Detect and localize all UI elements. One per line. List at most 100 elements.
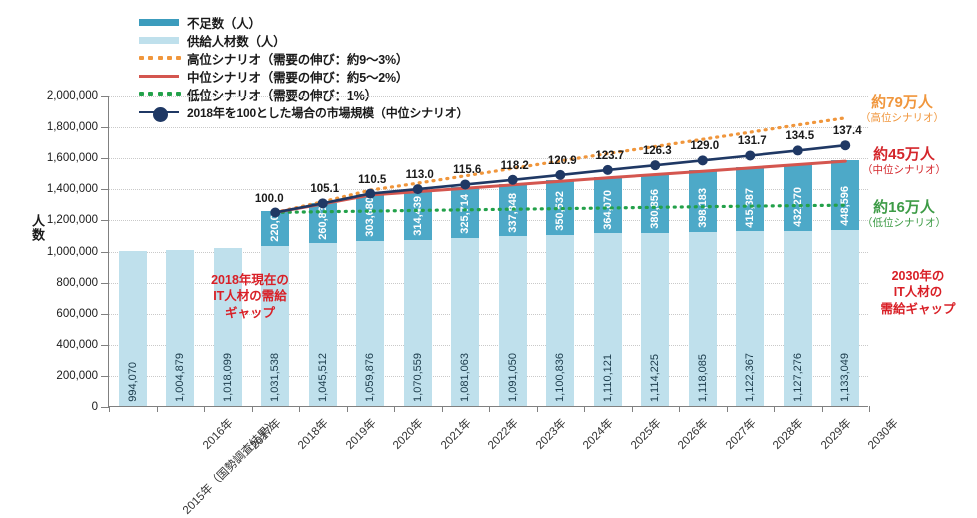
bar-group[interactable]: 1,070,559 314,439	[403, 95, 432, 406]
bar-group[interactable]: 1,081,063 325,714	[451, 95, 480, 406]
callout-mid-value: 約45万人	[873, 146, 935, 163]
market-index-label: 113.0	[405, 169, 434, 182]
bar-segment-supply[interactable]: 1,133,049	[831, 229, 860, 406]
chart-legend: 不足数（人） 供給人材数（人） 高位シナリオ（需要の伸び：約9～3%） 中位シナ…	[137, 14, 469, 122]
bar-group[interactable]: 1,031,538 220,000	[261, 95, 290, 406]
bar-group[interactable]: 1,100,836 350,532	[546, 95, 575, 406]
bar-segment-supply[interactable]: 1,070,559	[403, 239, 432, 406]
bar-segment-supply[interactable]: 1,114,225	[641, 232, 670, 406]
x-axis-tick	[774, 406, 775, 412]
y-axis-label: 1,200,000	[46, 214, 98, 227]
bar-segment-shortage[interactable]: 364,070	[593, 176, 622, 234]
x-axis-tick	[679, 406, 680, 412]
bar-segment-supply[interactable]: 1,118,085	[688, 232, 717, 406]
bar-label-supply: 1,070,559	[411, 353, 424, 402]
callout-mid-scenario: 約45万人 （中位シナリオ）	[862, 146, 946, 177]
x-axis-tick	[204, 406, 205, 412]
bar-segment-supply[interactable]: 1,081,063	[451, 237, 480, 406]
bar-segment-shortage[interactable]: 325,714	[451, 187, 480, 238]
bar-segment-supply[interactable]: 1,127,276	[783, 230, 812, 406]
legend-item-shortage: 不足数（人）	[137, 14, 437, 31]
bar-label-shortage: 432,270	[791, 186, 804, 227]
y-axis-tick	[101, 251, 109, 253]
bar-label-shortage: 350,532	[554, 191, 567, 231]
bar-segment-shortage[interactable]: 314,439	[403, 190, 432, 240]
x-axis-label: 2025年	[628, 417, 664, 452]
market-index-label: 137.4	[832, 125, 862, 138]
gridline	[109, 282, 868, 284]
x-axis-label: 2030年	[866, 417, 901, 452]
x-axis-tick	[251, 406, 253, 412]
callout-low-sub: （低位シナリオ）	[862, 217, 946, 230]
market-index-label: 110.5	[358, 173, 387, 186]
bar-segment-shortage[interactable]: 337,848	[498, 183, 527, 237]
legend-label-low-scenario: 低位シナリオ（需要の伸び：1%）	[187, 88, 377, 103]
bar-label-shortage: 398,183	[696, 188, 709, 229]
annotation-line: 2030年の	[891, 269, 945, 283]
gridline	[109, 375, 868, 377]
bar-group[interactable]: 1,018,099	[213, 95, 242, 406]
legend-item-mid-scenario: 中位シナリオ（需要の伸び：約5～2%）	[137, 68, 437, 85]
bar-group[interactable]: 1,114,225 380,856	[641, 95, 670, 406]
bar-label-shortage: 380,856	[649, 188, 662, 229]
x-axis-tick	[489, 406, 490, 412]
legend-swatch-high-scenario	[137, 51, 181, 65]
x-axis-label: 2021年	[438, 417, 474, 452]
bar-segment-supply[interactable]: 1,018,099	[213, 247, 242, 406]
bar-label-shortage: 448,596	[839, 186, 852, 226]
legend-item-supply: 供給人材数（人）	[137, 32, 437, 49]
bar-segment-shortage[interactable]: 260,835	[308, 199, 337, 244]
bar-group[interactable]: 1,045,512 260,835	[308, 95, 337, 406]
bar-segment-supply[interactable]: 1,004,879	[166, 249, 195, 406]
bar-segment-shortage[interactable]: 448,596	[831, 160, 860, 230]
bar-group[interactable]: 994,070	[118, 95, 147, 406]
bar-group[interactable]: 1,110,121 364,070	[593, 95, 622, 406]
x-axis-label: 2016年	[201, 417, 236, 452]
x-axis-label: 2028年	[771, 417, 806, 452]
x-axis-tick	[631, 406, 633, 412]
y-axis-label: 1,800,000	[46, 121, 98, 134]
legend-label-market-index: 2018年を100とした場合の市場規模（中位シナリオ）	[187, 105, 469, 120]
legend-item-market-index: 2018年を100とした場合の市場規模（中位シナリオ）	[137, 104, 469, 122]
bar-segment-shortage[interactable]: 380,856	[641, 173, 670, 233]
bar-group[interactable]: 1,133,049 448,596	[831, 95, 860, 406]
plot-area: 0 200,000 400,000 600,000 800,000 1,000,000 1,…	[47, 90, 901, 517]
bar-group[interactable]: 1,059,876 303,680	[356, 95, 385, 406]
bar-segment-supply[interactable]: 1,100,836	[546, 234, 575, 406]
x-axis-tick	[726, 406, 728, 412]
annotation-gap-2030: 2030年の IT人材の 需給ギャップ	[862, 268, 974, 317]
bar-segment-supply[interactable]: 994,070	[118, 251, 147, 406]
legend-item-low-scenario: 低位シナリオ（需要の伸び：1%）	[137, 86, 437, 103]
bar-label-supply: 1,118,085	[696, 353, 709, 402]
bar-segment-supply[interactable]: 1,045,512	[308, 243, 337, 406]
bar-label-supply: 1,100,836	[554, 353, 567, 402]
gridline	[109, 344, 868, 346]
bar-segment-shortage[interactable]: 350,532	[546, 180, 575, 235]
bar-segment-shortage[interactable]: 415,387	[736, 166, 765, 232]
bar-label-shortage: 337,848	[506, 192, 519, 233]
bar-segment-shortage[interactable]: 303,680	[356, 193, 385, 242]
bar-segment-shortage[interactable]: 398,183	[688, 170, 717, 233]
bar-segment-supply[interactable]: 1,110,121	[593, 233, 622, 406]
bar-group[interactable]: 1,004,879	[166, 95, 195, 406]
gridline	[109, 251, 868, 253]
market-index-label: 129.0	[690, 140, 720, 153]
market-index-label: 126.3	[642, 145, 672, 158]
y-axis-tick	[101, 189, 109, 191]
legend-item-high-scenario: 高位シナリオ（需要の伸び：約9～3%）	[137, 50, 437, 67]
annotation-line: 需給ギャップ	[880, 301, 956, 316]
bar-segment-supply[interactable]: 1,031,538	[261, 245, 290, 406]
legend-swatch-low-scenario	[137, 87, 181, 101]
y-axis-tick	[101, 96, 109, 97]
bar-label-supply: 1,045,512	[316, 353, 329, 402]
bar-segment-supply[interactable]: 1,122,367	[736, 231, 765, 406]
market-index-label: 118.2	[500, 159, 529, 172]
x-axis-label: 2027年	[723, 417, 759, 452]
x-axis-tick	[346, 406, 348, 412]
bar-segment-shortage[interactable]: 432,270	[783, 163, 812, 231]
bar-segment-supply[interactable]: 1,059,876	[356, 241, 385, 406]
bar-label-shortage: 260,835	[316, 199, 329, 240]
bar-segment-shortage[interactable]: 220,000	[261, 202, 290, 246]
bar-segment-supply[interactable]: 1,091,050	[498, 236, 527, 406]
bar-group[interactable]: 1,091,050 337,848	[498, 95, 527, 406]
